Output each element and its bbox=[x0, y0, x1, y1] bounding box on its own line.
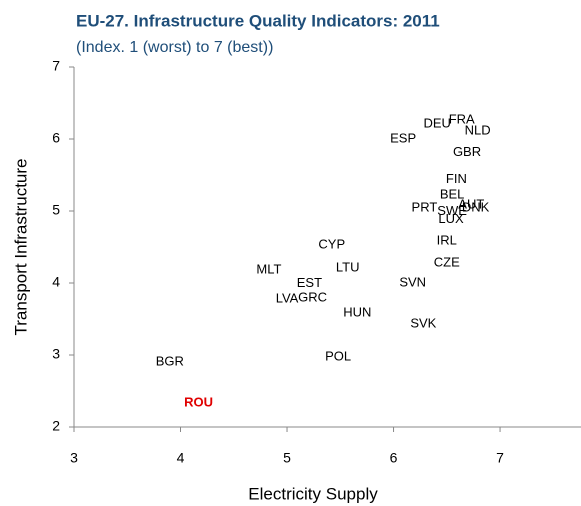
point-label: POL bbox=[325, 349, 351, 364]
y-tick-label: 7 bbox=[52, 58, 60, 74]
y-tick-label: 3 bbox=[52, 346, 60, 362]
point-label: ROU bbox=[184, 395, 213, 410]
x-tick-label: 3 bbox=[70, 450, 78, 466]
y-tick-label: 4 bbox=[52, 274, 60, 290]
point-label: DEU bbox=[423, 115, 450, 130]
point-label: MLT bbox=[256, 261, 281, 276]
y-tick-label: 6 bbox=[52, 130, 60, 146]
point-label: CYP bbox=[318, 236, 345, 251]
point-label: GBR bbox=[453, 144, 481, 159]
chart-subtitle: (Index. 1 (worst) to 7 (best)) bbox=[76, 39, 273, 56]
point-label: IRL bbox=[437, 233, 457, 248]
point-label: BEL bbox=[440, 187, 465, 202]
point-label: LVA bbox=[276, 290, 299, 305]
x-tick-label: 5 bbox=[283, 450, 291, 466]
point-label: FIN bbox=[446, 171, 467, 186]
point-label: FRA bbox=[449, 112, 475, 127]
x-tick-label: 6 bbox=[390, 450, 398, 466]
point-label: SVN bbox=[399, 274, 426, 289]
point-label: AUT bbox=[458, 197, 484, 212]
point-label: NLD bbox=[465, 123, 491, 138]
point-label: SWE bbox=[437, 203, 467, 218]
x-tick-label: 4 bbox=[177, 450, 185, 466]
y-tick-label: 2 bbox=[52, 418, 60, 434]
point-label: EST bbox=[297, 275, 322, 290]
point-label: ESP bbox=[390, 130, 416, 145]
point-label: CZE bbox=[434, 254, 460, 269]
y-axis-title: Transport Infrastructure bbox=[11, 159, 30, 336]
x-tick-label: 7 bbox=[496, 450, 504, 466]
point-label: SVK bbox=[410, 315, 436, 330]
point-label: LUX bbox=[438, 211, 464, 226]
y-tick-label: 5 bbox=[52, 202, 60, 218]
point-label: BGR bbox=[156, 354, 184, 369]
point-label: HUN bbox=[343, 305, 371, 320]
point-label: DNK bbox=[462, 200, 490, 215]
point-label: GRC bbox=[298, 290, 327, 305]
chart-title: EU-27. Infrastructure Quality Indicators… bbox=[76, 11, 440, 30]
point-label: PRT bbox=[412, 200, 438, 215]
x-axis-title: Electricity Supply bbox=[248, 484, 378, 503]
point-label: LTU bbox=[336, 259, 360, 274]
